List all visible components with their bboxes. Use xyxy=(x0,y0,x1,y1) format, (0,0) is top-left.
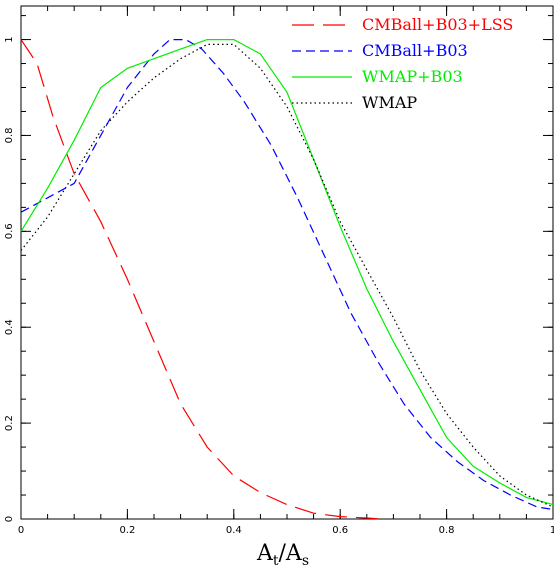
legend: CMBall+B03+LSS CMBall+B03 WMAP+B03 WMAP xyxy=(292,15,513,112)
y-tick-label: 0 xyxy=(4,516,15,522)
y-tick-label: 0.2 xyxy=(4,415,15,431)
plot-area xyxy=(20,5,554,520)
x-title-sub1: t xyxy=(273,553,279,569)
x-title-sub2: s xyxy=(302,553,309,569)
x-tick-label: 0.6 xyxy=(332,525,348,536)
x-tick-label: 0.8 xyxy=(439,525,455,536)
legend-label: WMAP+B03 xyxy=(362,67,463,86)
y-tick-label: 0.8 xyxy=(4,127,15,143)
x-axis-ticks: 0 0.2 0.4 0.6 0.8 1 xyxy=(18,6,554,536)
x-tick-label: 1 xyxy=(550,525,554,536)
y-axis-ticks: 0 0.2 0.4 0.6 0.8 1 xyxy=(4,15,553,522)
series-line-wmap xyxy=(20,43,554,508)
legend-label: CMBall+B03+LSS xyxy=(362,15,513,34)
x-title-main: A xyxy=(256,541,274,566)
legend-label: WMAP xyxy=(362,93,417,112)
plot-frame xyxy=(20,5,554,520)
y-tick-label: 1 xyxy=(4,36,15,42)
series-line-wmap-b03 xyxy=(20,38,554,506)
y-tick-label: 0.6 xyxy=(4,223,15,239)
series-layer xyxy=(20,38,554,520)
series-line-cmball-b03-lss xyxy=(20,39,383,520)
legend-label: CMBall+B03 xyxy=(362,41,468,60)
x-axis-title: At/As xyxy=(256,541,309,569)
x-tick-label: 0 xyxy=(18,525,24,536)
x-tick-label: 0.2 xyxy=(119,525,135,536)
series-line-cmball-b03 xyxy=(20,38,554,510)
x-title-slash: /A xyxy=(279,541,303,566)
y-tick-label: 0.4 xyxy=(4,319,15,335)
x-tick-label: 0.4 xyxy=(226,525,242,536)
